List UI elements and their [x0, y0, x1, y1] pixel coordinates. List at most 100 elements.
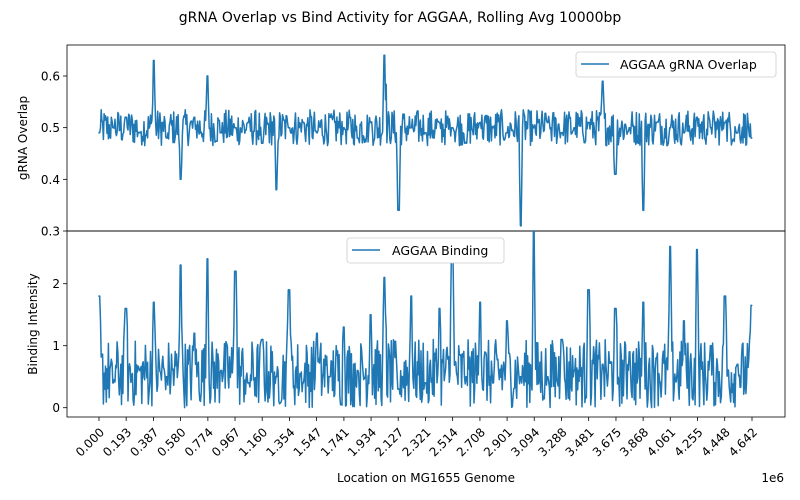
overlap-data-point [438, 121, 441, 124]
y-tick-label: 0 [52, 401, 60, 415]
overlap-data-point [383, 54, 386, 57]
binding-data-point [424, 382, 427, 384]
overlap-data-point [261, 142, 263, 144]
overlap-data-point [506, 132, 508, 134]
binding-data-point [275, 375, 278, 378]
binding-data-point [520, 375, 522, 378]
overlap-data-point [206, 75, 209, 77]
binding-legend-box [346, 237, 505, 264]
binding-legend-label: AGGAA Binding [392, 243, 488, 258]
binding-data-point [614, 307, 617, 310]
binding-data-point [220, 369, 223, 372]
binding-data-point [397, 388, 400, 390]
binding-legend: AGGAA Binding [346, 237, 505, 264]
overlap-data-point [369, 121, 372, 124]
binding-series-layer [98, 230, 753, 409]
binding-data-point [206, 258, 209, 260]
binding-data-point [506, 320, 508, 322]
overlap-data-point [532, 126, 535, 129]
overlap-data-point [302, 121, 304, 124]
overlap-legend-label: AGGAA gRNA Overlap [620, 57, 757, 72]
overlap-y-axis-label: gRNA Overlap [16, 96, 30, 180]
overlap-legend-box [575, 51, 777, 78]
binding-data-point [683, 320, 685, 322]
overlap-data-point [710, 126, 712, 129]
overlap-data-point [316, 132, 318, 134]
overlap-data-point [234, 126, 237, 129]
binding-data-point [696, 248, 698, 251]
binding-data-point [479, 301, 482, 304]
binding-data-point [165, 375, 168, 378]
overlap-data-point [492, 126, 494, 129]
y-tick-label: 2 [52, 277, 60, 291]
overlap-panel: gRNA Overlap 0.3 0.4 0.5 0.6 AGGAA gRNA Ove… [16, 44, 786, 239]
binding-data-point [628, 351, 631, 353]
binding-data-point [342, 326, 345, 328]
binding-data-point [750, 304, 753, 307]
binding-panel: Binding Intensity 0 1 2 AGGAA Binding [26, 230, 786, 418]
figure-title: gRNA Overlap vs Bind Activity for AGGAA,… [179, 10, 622, 26]
overlap-data-point [328, 116, 331, 119]
binding-data-point [357, 369, 359, 372]
x-axis-offset-text: 1e6 [761, 471, 784, 485]
overlap-data-point [153, 59, 155, 62]
binding-data-point [736, 363, 739, 366]
binding-data-point [247, 382, 249, 384]
overlap-data-point [288, 126, 290, 129]
y-tick-label: 0.6 [41, 70, 60, 84]
overlap-data-point [179, 178, 182, 181]
overlap-data-point [138, 132, 141, 134]
overlap-data-point [724, 121, 726, 124]
overlap-data-point [479, 121, 482, 124]
overlap-data-point [465, 142, 467, 144]
binding-data-point [410, 295, 413, 297]
overlap-data-point [736, 132, 739, 134]
binding-data-point [261, 338, 263, 341]
overlap-data-point [642, 209, 645, 212]
overlap-data-point [614, 173, 617, 175]
binding-y-ticks: 0 1 2 [52, 277, 67, 415]
overlap-data-point [655, 121, 657, 124]
binding-data-point [587, 289, 590, 291]
binding-data-point [328, 375, 331, 378]
overlap-data-point [220, 132, 223, 134]
binding-data-point [465, 375, 467, 378]
binding-data-point [438, 307, 441, 310]
binding-data-point [561, 338, 563, 341]
binding-data-point [138, 369, 141, 372]
x-axis-label: Location on MG1655 Genome [337, 471, 515, 485]
overlap-data-point [247, 121, 249, 124]
binding-data-point [369, 313, 372, 316]
binding-data-point [532, 230, 535, 232]
overlap-data-point [520, 225, 522, 227]
binding-data-point [112, 382, 114, 384]
overlap-data-point [112, 126, 114, 129]
overlap-data-point [573, 126, 576, 129]
binding-data-point [492, 382, 494, 384]
overlap-data-point [561, 132, 563, 134]
overlap-data-point [587, 121, 590, 124]
binding-data-point [193, 332, 196, 335]
overlap-data-point [165, 137, 168, 139]
y-tick-label: 0.3 [41, 225, 60, 239]
binding-data-point [655, 357, 657, 359]
overlap-data-point [696, 116, 698, 119]
binding-data-point [124, 307, 127, 310]
binding-data-point [288, 289, 290, 291]
binding-data-point [153, 301, 155, 304]
overlap-data-point [546, 121, 549, 124]
binding-data-point [642, 301, 645, 304]
binding-data-point [710, 344, 712, 347]
binding-data-point [573, 369, 576, 372]
overlap-data-point [628, 126, 631, 129]
overlap-data-point [683, 132, 685, 134]
y-tick-label: 0.4 [41, 173, 60, 187]
y-tick-label: 0.5 [41, 121, 60, 135]
binding-data-point [302, 382, 304, 384]
overlap-data-point [451, 126, 453, 129]
binding-data-point [669, 245, 671, 248]
overlap-data-point [98, 132, 100, 134]
binding-data-point [234, 270, 237, 273]
overlap-y-ticks: 0.3 0.4 0.5 0.6 [41, 70, 67, 239]
